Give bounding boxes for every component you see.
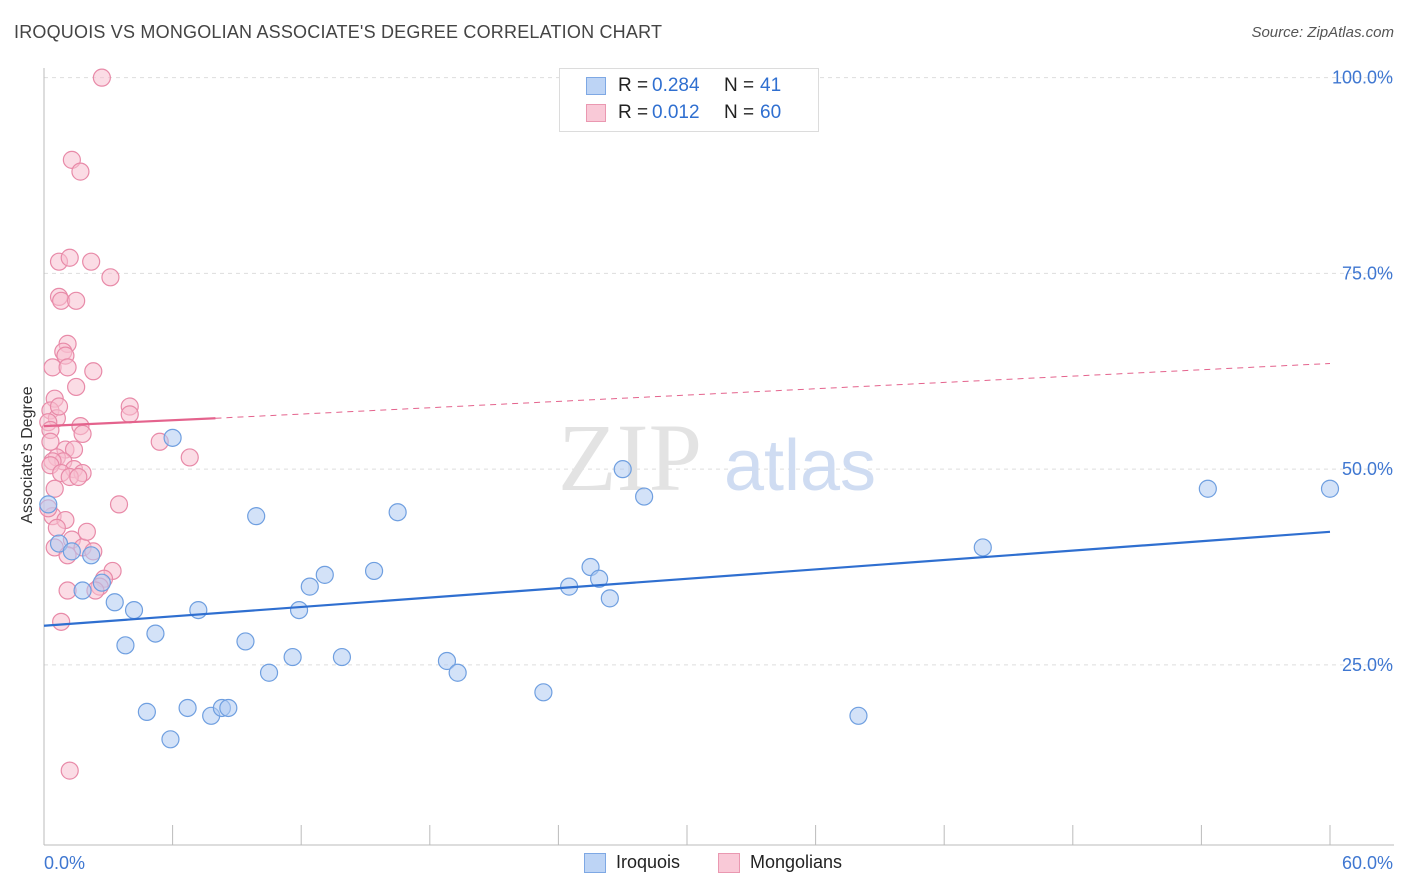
- mongolian-point: [60, 761, 79, 780]
- iroquois-point: [289, 600, 309, 620]
- legend-n-label: N =: [724, 75, 755, 96]
- iroquois-point: [973, 538, 992, 557]
- legend-r-value: 0.284: [652, 75, 700, 96]
- mongolian-point: [67, 291, 86, 310]
- series-swatch-iroquois: [584, 852, 606, 873]
- iroquois-point: [1198, 479, 1217, 498]
- series-legend: Iroquois Mongolians: [0, 852, 1406, 876]
- series-swatch-mongolians: [718, 852, 740, 873]
- y-tick-label: 100.0%: [1332, 68, 1393, 88]
- watermark-atlas: atlas: [724, 426, 876, 506]
- mongolian-trend-extension: [215, 362, 1331, 419]
- mongolian-point: [73, 424, 92, 444]
- iroquois-trend-line: [43, 530, 1331, 627]
- iroquois-point: [364, 561, 384, 581]
- legend-row-iroquois: R = 0.284 N = 41: [586, 75, 781, 97]
- iroquois-point: [600, 589, 619, 608]
- mongolian-point: [71, 162, 90, 181]
- mongolian-point: [60, 248, 79, 267]
- iroquois-point: [448, 663, 467, 682]
- mongolian-point: [52, 612, 71, 631]
- legend-swatch-mongolians: [586, 104, 606, 122]
- y-tick-label: 25.0%: [1342, 655, 1393, 675]
- iroquois-point: [613, 460, 632, 479]
- y-tick-label: 75.0%: [1342, 263, 1393, 283]
- iroquois-point: [73, 581, 92, 600]
- axes: [43, 68, 1394, 846]
- iroquois-point: [124, 600, 144, 620]
- iroquois-point: [137, 702, 156, 721]
- mongolian-trend-line: [43, 417, 216, 428]
- source-credit: Source: ZipAtlas.com: [1251, 24, 1394, 41]
- iroquois-point: [146, 624, 165, 643]
- iroquois-point: [300, 577, 319, 596]
- chart-title: IROQUOIS VS MONGOLIAN ASSOCIATE'S DEGREE…: [14, 22, 663, 42]
- iroquois-point: [590, 569, 609, 588]
- trend-lines: [43, 362, 1331, 627]
- iroquois-point: [534, 683, 553, 702]
- iroquois-point: [635, 487, 654, 506]
- mongolian-point: [82, 252, 101, 271]
- legend-r-label: R =: [618, 75, 649, 96]
- mongolian-point: [180, 448, 199, 467]
- legend-r-label: R =: [618, 102, 649, 123]
- x-tick-label: 60.0%: [1342, 853, 1393, 873]
- watermark-zip: ZIP: [558, 404, 702, 511]
- iroquois-point: [259, 663, 279, 682]
- iroquois-point: [82, 546, 101, 565]
- legend-n-value: 41: [760, 75, 782, 96]
- iroquois-point: [92, 573, 111, 592]
- iroquois-point: [283, 647, 302, 667]
- mongolian-point: [109, 495, 129, 514]
- mongolian-point: [41, 432, 60, 451]
- tick-labels: 25.0% 50.0% 75.0% 100.0% 0.0% 60.0%: [44, 68, 1393, 873]
- legend-n-label: N =: [724, 102, 755, 123]
- iroquois-point: [116, 636, 135, 655]
- mongolian-point: [92, 68, 111, 87]
- series-legend-mongolians: Mongolians: [718, 852, 842, 873]
- iroquois-point: [105, 593, 124, 612]
- x-tick-label: 0.0%: [44, 853, 85, 873]
- iroquois-point: [1320, 479, 1340, 498]
- iroquois-point: [39, 495, 58, 514]
- mongolian-point: [49, 397, 69, 416]
- y-tick-label: 50.0%: [1342, 459, 1393, 479]
- mongolian-point: [84, 362, 103, 381]
- mongolian-point: [69, 467, 88, 487]
- mongolian-point: [64, 440, 84, 459]
- mongolian-point: [47, 518, 66, 537]
- mongolian-point: [77, 522, 96, 541]
- watermark: ZIP atlas: [558, 404, 876, 511]
- legend-swatch-iroquois: [586, 77, 606, 95]
- series-label-mongolians: Mongolians: [750, 852, 843, 872]
- iroquois-points: [39, 428, 1340, 749]
- iroquois-point: [161, 730, 180, 749]
- iroquois-point: [315, 565, 334, 584]
- iroquois-point: [332, 647, 352, 667]
- mongolian-point: [45, 479, 64, 498]
- iroquois-point: [849, 706, 868, 725]
- iroquois-point: [388, 503, 407, 522]
- iroquois-point: [178, 698, 197, 718]
- mongolian-point: [67, 377, 86, 397]
- legend-row-mongolians: R = 0.012 N = 60: [586, 102, 781, 124]
- iroquois-point: [219, 698, 238, 718]
- legend-n-value: 60: [760, 102, 782, 123]
- mongolian-points: [39, 68, 199, 780]
- series-legend-iroquois: Iroquois: [584, 852, 680, 873]
- series-label-iroquois: Iroquois: [616, 852, 681, 872]
- iroquois-point: [189, 600, 208, 620]
- iroquois-point: [163, 428, 182, 447]
- correlation-legend: R = 0.284 N = 41 R = 0.012 N = 60: [559, 68, 819, 132]
- mongolian-point: [120, 405, 139, 424]
- iroquois-point: [236, 632, 255, 651]
- iroquois-point: [437, 651, 457, 671]
- iroquois-point: [62, 542, 81, 561]
- mongolian-point: [58, 358, 77, 377]
- legend-r-value: 0.012: [652, 102, 700, 123]
- mongolian-point: [101, 268, 120, 287]
- iroquois-point: [247, 507, 266, 526]
